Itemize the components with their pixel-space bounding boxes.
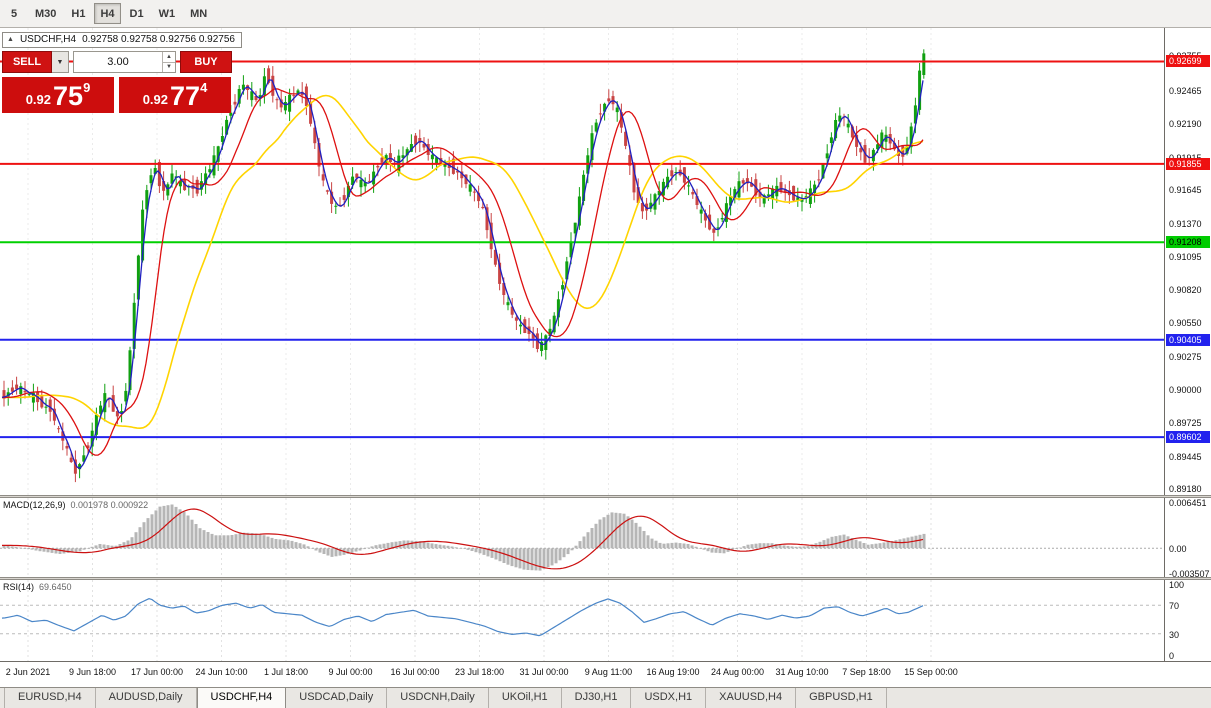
chart-tab-xauusd-h4[interactable]: XAUUSD,H4 — [706, 688, 797, 708]
chart-tab-gbpusd-h1[interactable]: GBPUSD,H1 — [796, 688, 887, 708]
price-line-tag: 0.89602 — [1166, 431, 1210, 444]
bid-price-pipette: 9 — [83, 80, 91, 95]
price-label: 0.91370 — [1169, 218, 1202, 229]
trade-options-dropdown[interactable]: ▼ — [52, 51, 69, 73]
timeframe-button-mn[interactable]: MN — [190, 7, 208, 20]
price-label: 0.89445 — [1169, 452, 1202, 463]
chart-tab-usdcad-daily[interactable]: USDCAD,Daily — [286, 688, 388, 708]
volume-input[interactable]: 3.00 ▲ ▼ — [73, 51, 176, 73]
chart-tab-usdx-h1[interactable]: USDX,H1 — [631, 688, 707, 708]
price-label: 0.90275 — [1169, 351, 1202, 362]
buy-button[interactable]: BUY — [180, 51, 232, 73]
macd-label: MACD(12,26,9) 0.001978 0.000922 — [3, 500, 149, 510]
chart-tab-dj30-h1[interactable]: DJ30,H1 — [562, 688, 632, 708]
price-line-tag: 0.91208 — [1166, 236, 1210, 249]
macd-axis-label: -0.003507 — [1169, 569, 1210, 580]
price-label: 0.92465 — [1169, 85, 1202, 96]
time-label: 16 Aug 19:00 — [646, 667, 700, 677]
timeframe-toolbar: 5 M30 H1 H4 D1 W1 MN — [0, 0, 1211, 28]
chart-tabs-bar: EURUSD,H4 AUDUSD,Daily USDCHF,H4 USDCAD,Dai… — [0, 687, 1211, 708]
time-label: 7 Sep 18:00 — [842, 667, 891, 677]
time-label: 2 Jun 2021 — [5, 667, 51, 677]
time-label: 31 Jul 00:00 — [519, 667, 569, 677]
chart-tab-ukoil-h1[interactable]: UKOil,H1 — [489, 688, 562, 708]
price-label: 0.90820 — [1169, 285, 1202, 296]
price-label: 0.91095 — [1169, 252, 1202, 263]
time-label: 31 Aug 10:00 — [775, 667, 829, 677]
time-axis[interactable]: 2 Jun 2021 9 Jun 18:00 17 Jun 00:00 24 Jun … — [0, 661, 1211, 687]
candlestick-plot[interactable] — [0, 28, 1164, 495]
rsi-label: RSI(14) 69.6450 — [3, 582, 72, 592]
time-label: 17 Jun 00:00 — [130, 667, 184, 677]
rsi-axis-label: 70 — [1169, 601, 1180, 612]
timeframe-button-h1[interactable]: H1 — [71, 7, 86, 20]
time-label: 23 Jul 18:00 — [454, 667, 505, 677]
price-line-tag: 0.91855 — [1166, 157, 1210, 170]
rsi-axis-label: 0 — [1169, 651, 1175, 661]
chart-tab-usdchf-h4[interactable]: USDCHF,H4 — [196, 688, 287, 708]
rsi-axis-label: 100 — [1169, 580, 1185, 590]
main-chart-panel[interactable]: ▲ USDCHF,H4 0.92758 0.92758 0.92756 0.92… — [0, 28, 1164, 495]
price-label: 0.92190 — [1169, 119, 1202, 130]
rsi-axis-label: 30 — [1169, 629, 1180, 640]
panel-splitter[interactable] — [0, 495, 1211, 498]
price-label: 0.91645 — [1169, 185, 1202, 196]
time-label: 1 Jul 18:00 — [263, 667, 309, 677]
chart-header: ▲ USDCHF,H4 0.92758 0.92758 0.92756 0.92… — [2, 32, 242, 48]
volume-spinner: ▲ ▼ — [162, 52, 175, 72]
timeframe-button-h4[interactable]: H4 — [94, 3, 121, 24]
chevron-down-icon: ▼ — [56, 58, 64, 66]
ask-price-big-digits: 77 — [170, 81, 201, 111]
panel-splitter[interactable] — [0, 577, 1211, 580]
chart-symbol-label: USDCHF,H4 — [19, 34, 77, 45]
ask-price-prefix: 0.92 — [142, 92, 169, 107]
sell-button[interactable]: SELL — [2, 51, 52, 73]
price-line-tag: 0.90405 — [1166, 333, 1210, 346]
timeframe-button-m30[interactable]: M30 — [35, 7, 57, 20]
chart-tab-audusd-daily[interactable]: AUDUSD,Daily — [96, 688, 197, 708]
ask-price-display: 0.92 77 4 — [119, 77, 231, 113]
price-label: 0.89180 — [1169, 484, 1202, 495]
one-click-trade-panel: SELL ▼ 3.00 ▲ ▼ BUY 0.92 75 9 — [2, 50, 232, 113]
timeframe-button-d1[interactable]: D1 — [129, 7, 144, 20]
timeframe-button-5[interactable]: 5 — [10, 7, 18, 20]
volume-down-arrow-icon[interactable]: ▼ — [166, 64, 172, 71]
volume-up-arrow-icon[interactable]: ▲ — [163, 52, 175, 63]
macd-axis-label: 0.006451 — [1169, 497, 1207, 508]
volume-value: 3.00 — [107, 56, 129, 68]
collapse-icon[interactable]: ▲ — [7, 36, 14, 43]
bid-price-big-digits: 75 — [53, 81, 84, 111]
time-label: 24 Jun 10:00 — [195, 667, 248, 677]
ask-price-pipette: 4 — [200, 80, 208, 95]
chart-tab-eurusd-h4[interactable]: EURUSD,H4 — [4, 688, 96, 708]
price-axis[interactable]: 0.927550.924650.921900.919150.916450.913… — [1164, 28, 1211, 661]
chart-ohlc-values: 0.92758 0.92758 0.92756 0.92756 — [82, 34, 235, 45]
time-label: 9 Jul 00:00 — [328, 667, 373, 677]
price-label: 0.90550 — [1169, 318, 1202, 329]
time-label: 24 Aug 00:00 — [710, 667, 765, 677]
price-label: 0.90000 — [1169, 384, 1202, 395]
chart-tab-usdcnh-daily[interactable]: USDCNH,Daily — [387, 688, 489, 708]
time-label: 15 Sep 00:00 — [904, 667, 958, 677]
macd-indicator-panel[interactable]: MACD(12,26,9) 0.001978 0.000922 — [0, 498, 1164, 577]
rsi-indicator-panel[interactable]: RSI(14) 69.6450 — [0, 580, 1164, 661]
time-label: 9 Jun 18:00 — [68, 667, 117, 677]
time-label: 16 Jul 00:00 — [390, 667, 440, 677]
rsi-plot[interactable] — [0, 580, 1164, 661]
bid-price-display: 0.92 75 9 — [2, 77, 114, 113]
macd-plot[interactable] — [0, 498, 1164, 577]
timeframe-button-w1[interactable]: W1 — [158, 7, 176, 20]
macd-axis-label: 0.00 — [1169, 544, 1187, 555]
price-label: 0.91915 — [1169, 153, 1202, 163]
price-label: 0.89725 — [1169, 418, 1202, 429]
price-line-tag: 0.92699 — [1166, 55, 1210, 68]
bid-price-prefix: 0.92 — [25, 92, 52, 107]
time-label: 9 Aug 11:00 — [584, 667, 633, 677]
